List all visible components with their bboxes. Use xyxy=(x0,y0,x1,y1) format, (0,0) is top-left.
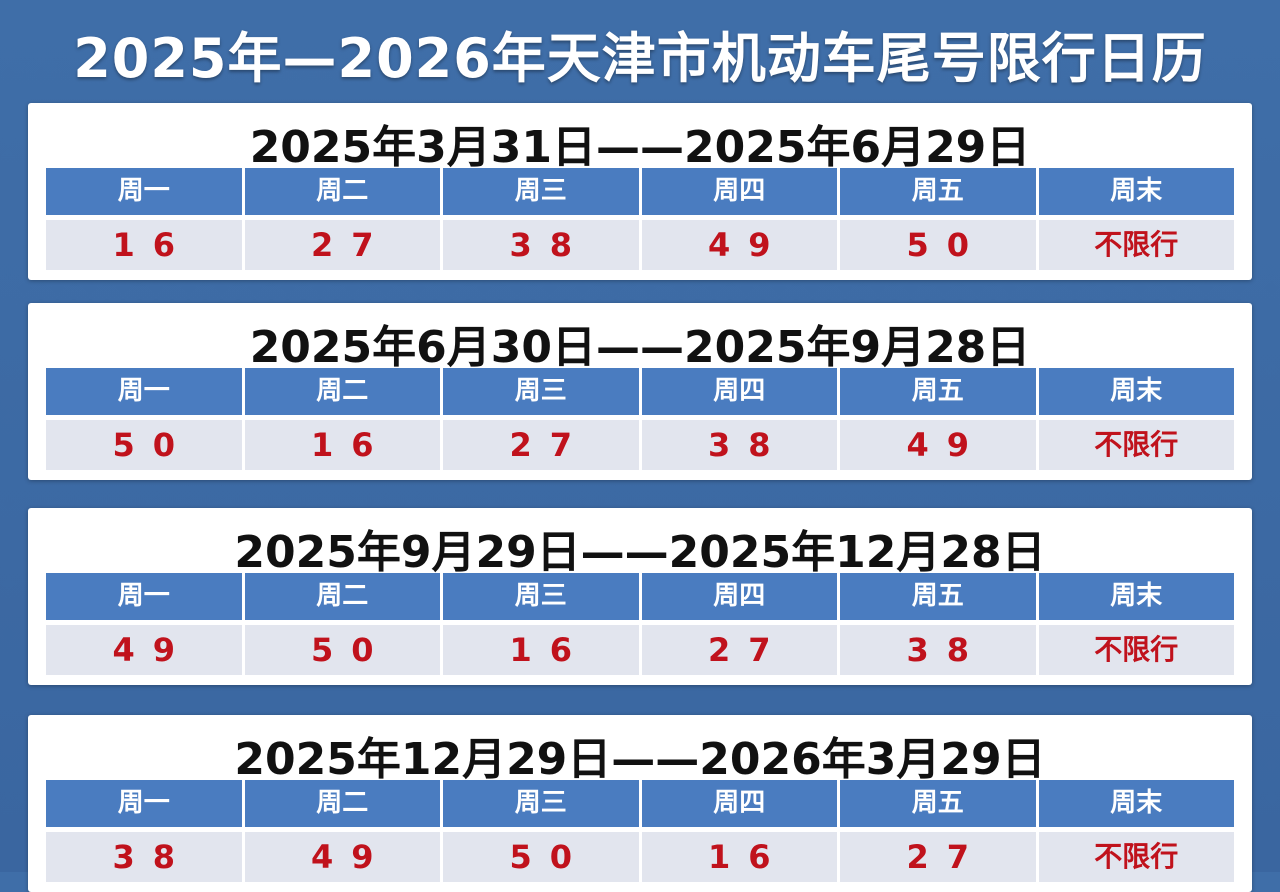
day-header: 周三 xyxy=(443,780,639,827)
day-header: 周三 xyxy=(443,573,639,620)
plate-digits: 不限行 xyxy=(1038,220,1234,270)
plate-digits: 27 xyxy=(641,625,837,675)
period-panel: 2025年9月29日——2025年12月28日 周一 周二 周三 周四 周五 周末 49 50 1… xyxy=(28,508,1252,685)
day-header: 周末 xyxy=(1038,780,1234,827)
page-title: 2025年—2026年天津市机动车尾号限行日历 xyxy=(73,27,1207,90)
plate-digits: 38 xyxy=(46,832,242,882)
period-title: 2025年12月29日——2026年3月29日 xyxy=(234,734,1046,785)
plate-digits: 不限行 xyxy=(1038,420,1234,470)
period-panel: 2025年6月30日——2025年9月28日 周一 周二 周三 周四 周五 周末 50 16 27… xyxy=(28,303,1252,480)
day-header: 周一 xyxy=(46,168,242,215)
day-header: 周四 xyxy=(641,573,837,620)
plate-digits: 27 xyxy=(244,220,440,270)
day-header: 周一 xyxy=(46,780,242,827)
plate-digits: 49 xyxy=(244,832,440,882)
plate-digits: 16 xyxy=(244,420,440,470)
day-header: 周三 xyxy=(443,368,639,415)
plate-digits: 50 xyxy=(840,220,1036,270)
day-header: 周三 xyxy=(443,168,639,215)
day-header: 周四 xyxy=(641,168,837,215)
plate-digits: 50 xyxy=(443,832,639,882)
period-panel: 2025年12月29日——2026年3月29日 周一 周二 周三 周四 周五 周末 38 49 5… xyxy=(28,715,1252,892)
plate-digits: 不限行 xyxy=(1038,625,1234,675)
plate-digits: 16 xyxy=(443,625,639,675)
restriction-table: 周一 周二 周三 周四 周五 周末 49 50 16 27 38 不限行 xyxy=(46,573,1234,675)
day-header: 周末 xyxy=(1038,168,1234,215)
day-header: 周四 xyxy=(641,368,837,415)
plate-digits: 38 xyxy=(641,420,837,470)
plate-digits: 49 xyxy=(46,625,242,675)
day-header: 周末 xyxy=(1038,368,1234,415)
day-header: 周一 xyxy=(46,368,242,415)
plate-digits: 50 xyxy=(244,625,440,675)
period-title: 2025年9月29日——2025年12月28日 xyxy=(234,527,1046,578)
plate-digits: 16 xyxy=(641,832,837,882)
plate-digits: 27 xyxy=(443,420,639,470)
plate-digits: 16 xyxy=(46,220,242,270)
plate-digits: 49 xyxy=(840,420,1036,470)
plate-digits: 38 xyxy=(443,220,639,270)
day-header: 周五 xyxy=(840,573,1036,620)
restriction-table: 周一 周二 周三 周四 周五 周末 16 27 38 49 50 不限行 xyxy=(46,168,1234,270)
plate-digits: 不限行 xyxy=(1038,832,1234,882)
day-header: 周二 xyxy=(244,780,440,827)
day-header: 周五 xyxy=(840,780,1036,827)
restriction-table: 周一 周二 周三 周四 周五 周末 50 16 27 38 49 不限行 xyxy=(46,368,1234,470)
day-header: 周末 xyxy=(1038,573,1234,620)
plate-digits: 38 xyxy=(840,625,1036,675)
plate-digits: 27 xyxy=(840,832,1036,882)
day-header: 周二 xyxy=(244,573,440,620)
period-title: 2025年3月31日——2025年6月29日 xyxy=(249,122,1031,173)
plate-digits: 50 xyxy=(46,420,242,470)
day-header: 周一 xyxy=(46,573,242,620)
plate-digits: 49 xyxy=(641,220,837,270)
day-header: 周四 xyxy=(641,780,837,827)
day-header: 周二 xyxy=(244,168,440,215)
period-panel: 2025年3月31日——2025年6月29日 周一 周二 周三 周四 周五 周末 16 27 38… xyxy=(28,103,1252,280)
day-header: 周二 xyxy=(244,368,440,415)
day-header: 周五 xyxy=(840,368,1036,415)
restriction-table: 周一 周二 周三 周四 周五 周末 38 49 50 16 27 不限行 xyxy=(46,780,1234,882)
day-header: 周五 xyxy=(840,168,1036,215)
period-title: 2025年6月30日——2025年9月28日 xyxy=(249,322,1031,373)
